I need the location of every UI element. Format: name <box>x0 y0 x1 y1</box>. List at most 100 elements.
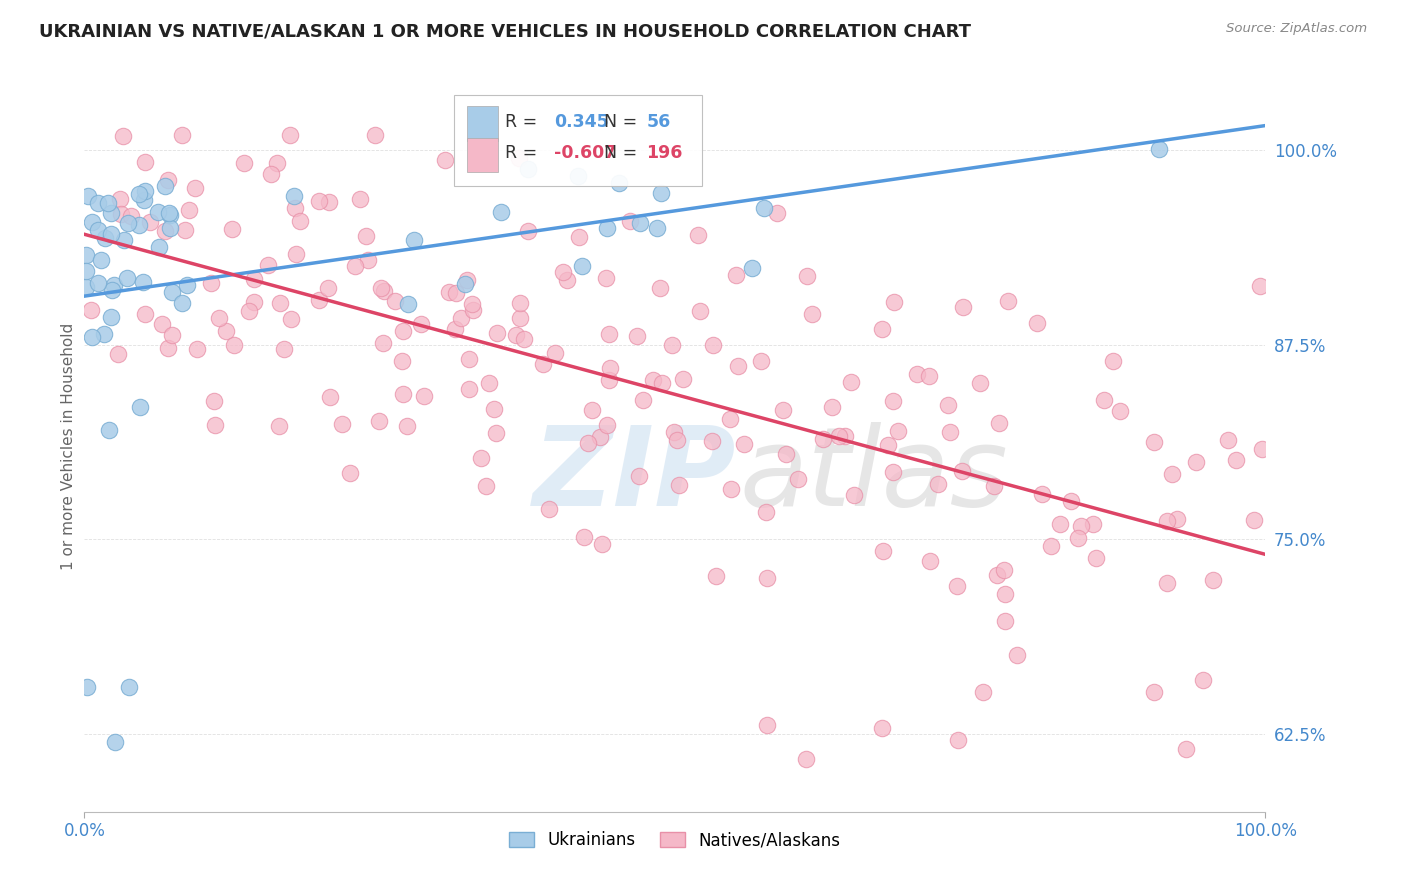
Point <box>90 252 112 267</box>
Point <box>905 367 928 381</box>
Point <box>772 402 794 417</box>
Point <box>434 153 457 167</box>
Point <box>813 432 835 446</box>
Point <box>478 376 501 391</box>
Point <box>725 268 748 282</box>
Point <box>1040 539 1063 553</box>
Point <box>238 304 260 318</box>
Point <box>537 502 560 516</box>
Point <box>339 467 361 481</box>
Point <box>883 295 905 310</box>
Point <box>1191 673 1213 687</box>
Point <box>834 428 856 442</box>
Point <box>952 300 974 314</box>
Point <box>828 429 851 443</box>
Point <box>159 221 181 235</box>
Point <box>242 295 264 310</box>
Point <box>186 342 208 356</box>
Point <box>373 336 395 351</box>
Point <box>591 537 613 551</box>
Point <box>100 227 122 241</box>
Point <box>233 156 256 170</box>
Point <box>156 341 179 355</box>
Point <box>756 718 779 732</box>
Point <box>76 680 98 694</box>
Point <box>1070 518 1092 533</box>
Point <box>567 169 589 184</box>
Point <box>87 195 110 210</box>
Point <box>370 281 392 295</box>
Point <box>755 505 778 519</box>
Point <box>184 181 207 195</box>
Point <box>221 222 243 236</box>
Point <box>581 403 603 417</box>
Point <box>882 394 904 409</box>
Point <box>800 307 823 321</box>
Point <box>1025 317 1047 331</box>
Text: ZIP: ZIP <box>533 422 737 529</box>
Point <box>672 372 695 386</box>
Point <box>318 194 340 209</box>
Point <box>595 270 617 285</box>
Point <box>204 417 226 432</box>
Point <box>1084 550 1107 565</box>
Point <box>132 275 155 289</box>
Point <box>288 214 311 228</box>
Point <box>626 328 648 343</box>
Point <box>146 205 169 219</box>
Point <box>308 293 330 308</box>
Point <box>787 472 810 486</box>
Point <box>115 271 138 285</box>
Point <box>1218 433 1240 447</box>
Point <box>157 206 180 220</box>
Point <box>110 207 132 221</box>
Point <box>1102 354 1125 368</box>
Point <box>997 293 1019 308</box>
FancyBboxPatch shape <box>467 138 498 172</box>
Point <box>517 224 540 238</box>
Point <box>1143 685 1166 699</box>
Point <box>647 221 669 235</box>
Point <box>666 433 689 447</box>
Point <box>872 322 894 336</box>
Point <box>775 447 797 461</box>
Point <box>689 303 711 318</box>
Point <box>927 476 949 491</box>
Point <box>444 322 467 336</box>
Text: 56: 56 <box>647 113 671 131</box>
Point <box>413 389 436 403</box>
Point <box>544 346 567 360</box>
Text: R =: R = <box>505 145 537 162</box>
Point <box>160 328 183 343</box>
Point <box>508 151 530 165</box>
Point <box>948 732 970 747</box>
Point <box>349 192 371 206</box>
Point <box>384 294 406 309</box>
Text: UKRAINIAN VS NATIVE/ALASKAN 1 OR MORE VEHICLES IN HOUSEHOLD CORRELATION CHART: UKRAINIAN VS NATIVE/ALASKAN 1 OR MORE VE… <box>39 22 972 40</box>
Point <box>242 271 264 285</box>
Point <box>357 253 380 268</box>
Point <box>650 186 672 201</box>
Point <box>392 324 415 338</box>
Point <box>987 416 1010 430</box>
Point <box>128 187 150 202</box>
Point <box>939 425 962 440</box>
Point <box>1160 467 1182 481</box>
Point <box>319 390 342 404</box>
Point <box>599 360 621 375</box>
Point <box>308 194 330 208</box>
Point <box>1225 453 1247 467</box>
Point <box>103 277 125 292</box>
Point <box>704 569 727 583</box>
Point <box>257 258 280 272</box>
Point <box>134 193 156 207</box>
Point <box>628 216 651 230</box>
Point <box>344 260 367 274</box>
Point <box>118 680 141 694</box>
Point <box>686 227 709 242</box>
Point <box>100 310 122 324</box>
Point <box>108 192 131 206</box>
Point <box>700 434 723 448</box>
Point <box>576 436 599 450</box>
Point <box>76 189 98 203</box>
